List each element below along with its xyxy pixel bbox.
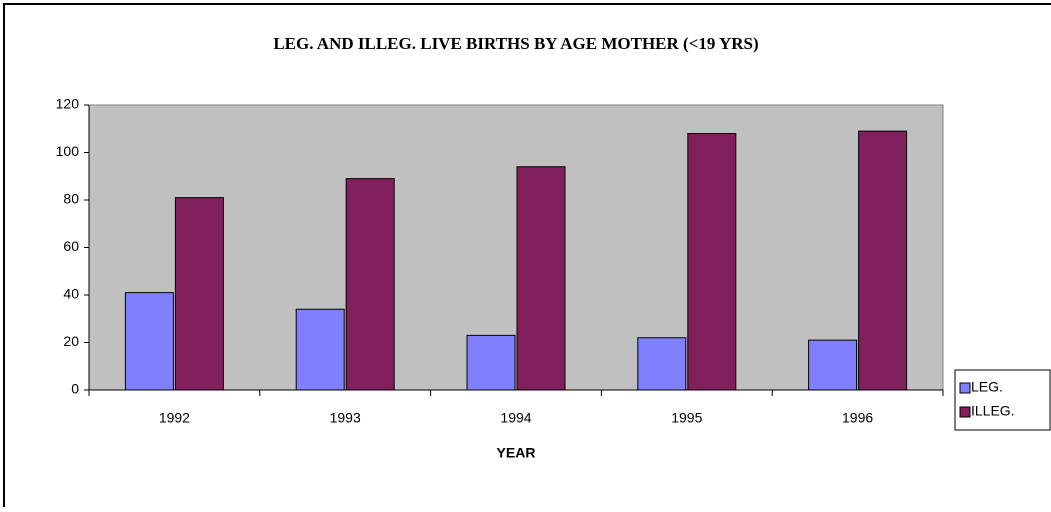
x-tick-label: 1996	[842, 410, 873, 426]
y-tick-label: 120	[56, 96, 80, 112]
bar	[808, 339, 858, 391]
y-tick-label: 40	[63, 286, 79, 302]
x-tick-label: 1992	[159, 410, 190, 426]
legend-swatch	[959, 406, 971, 418]
bar	[345, 178, 395, 391]
bar	[516, 166, 566, 391]
bar	[124, 292, 174, 391]
legend-label: LEG.	[971, 379, 1003, 395]
y-tick-label: 60	[63, 238, 79, 254]
legend-box	[954, 369, 1051, 431]
x-tick-label: 1994	[500, 410, 531, 426]
bar	[295, 308, 345, 391]
plot-area	[88, 104, 944, 391]
y-tick-label: 100	[56, 143, 80, 159]
legend-swatch	[959, 382, 971, 394]
y-tick-label: 20	[63, 333, 79, 349]
y-tick-label: 80	[63, 191, 79, 207]
bar	[466, 334, 516, 391]
bar	[858, 130, 908, 391]
chart-title: LEG. AND ILLEG. LIVE BIRTHS BY AGE MOTHE…	[273, 34, 758, 53]
legend-label: ILLEG.	[971, 403, 1015, 419]
x-axis-label: YEAR	[497, 445, 536, 461]
y-tick-label: 0	[71, 381, 79, 397]
x-tick-label: 1993	[330, 410, 361, 426]
bar	[174, 197, 224, 391]
bar	[637, 337, 687, 391]
x-tick-label: 1995	[671, 410, 702, 426]
bar	[687, 133, 737, 391]
